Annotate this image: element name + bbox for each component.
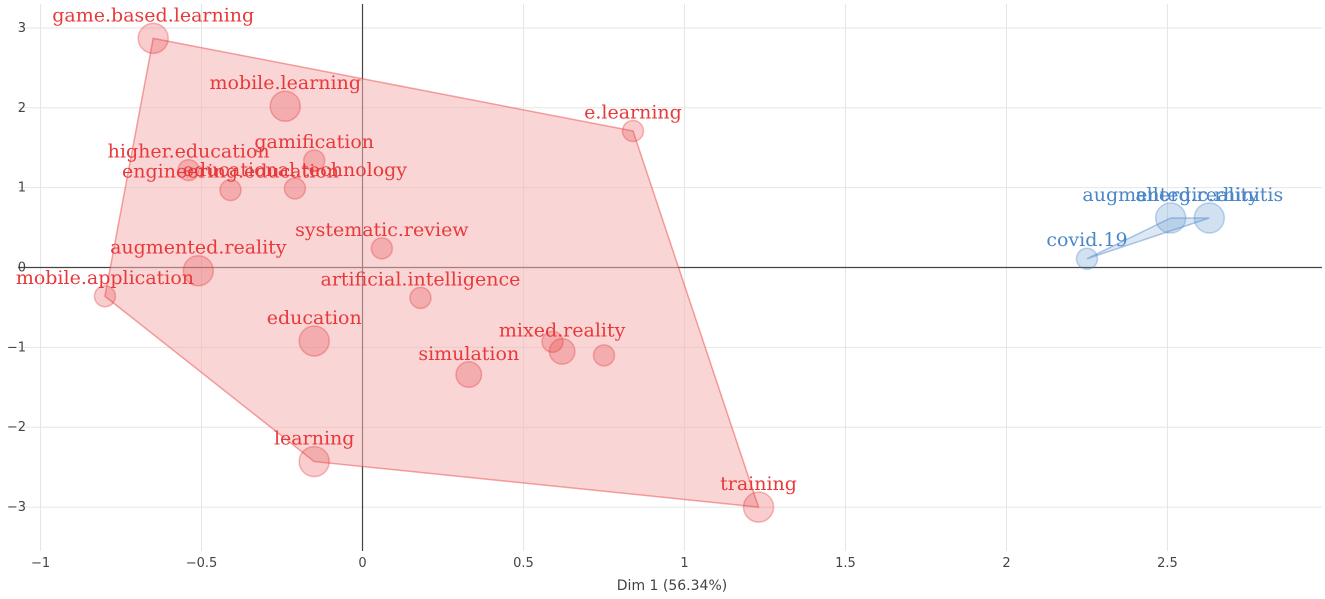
x-tick-labels: −1 −0.5 0 0.5 1 1.5 2 2.5 [31, 556, 1178, 571]
y-tick-labels: −3 −2 −1 0 1 2 3 [7, 21, 26, 515]
point-label: allergic.rhinitis [1135, 184, 1283, 206]
point-marker [298, 325, 330, 357]
point-marker [219, 178, 242, 202]
y-tick-label: 3 [18, 21, 26, 36]
point-label: mixed.reality [499, 320, 626, 342]
point-marker [302, 149, 326, 172]
point-marker [269, 90, 301, 122]
y-tick-label: 2 [18, 101, 26, 116]
cluster-hull [1086, 217, 1210, 260]
x-axis-label: Dim 1 (56.34%) [617, 578, 727, 594]
point-marker [592, 344, 616, 367]
point-marker [409, 286, 432, 310]
x-tick-label: 1.5 [835, 556, 856, 571]
point-marker [137, 22, 169, 55]
point-label: augmented.reality [110, 237, 287, 259]
point-marker [298, 445, 330, 478]
cluster-hull [104, 37, 760, 508]
point-marker [455, 361, 483, 389]
cluster-hulls [104, 37, 1210, 508]
point-label: game.based.learning [52, 4, 254, 26]
point-marker [1075, 247, 1099, 270]
point-label: covid.19 [1046, 229, 1127, 251]
point-marker [177, 158, 200, 182]
y-tick-label: 0 [18, 261, 26, 276]
point-label: gamification [254, 131, 374, 153]
point-marker [541, 330, 564, 354]
point-marker [1154, 202, 1187, 234]
point-marker [742, 491, 775, 523]
point-label: educational.technology [183, 159, 408, 181]
x-tick-label: 2 [1002, 556, 1010, 571]
x-tick-label: 0.5 [513, 556, 534, 571]
point-marker [370, 237, 394, 260]
point-label: learning [274, 428, 354, 450]
point-label: systematic.review [295, 219, 469, 241]
x-tick-label: −0.5 [186, 556, 218, 571]
point-marker [93, 285, 117, 308]
point-marker [283, 177, 307, 200]
point-marker [621, 119, 645, 143]
point-label: higher.education [108, 141, 270, 163]
point-label: mobile.learning [209, 72, 361, 94]
y-tick-label: −3 [7, 500, 26, 515]
x-tick-label: 0 [358, 556, 366, 571]
point-label: education [267, 307, 362, 329]
point-label: artificial.intelligence [321, 268, 521, 290]
point-label: mobile.application [16, 267, 194, 289]
point-marker [182, 254, 215, 287]
y-tick-label: −1 [7, 340, 26, 355]
point-marker [548, 337, 576, 365]
y-tick-label: −2 [7, 420, 26, 435]
point-label: engineering.education [122, 161, 339, 183]
point-label: simulation [418, 343, 519, 365]
point-label: training [720, 473, 797, 495]
point-label: e.learning [584, 101, 682, 123]
x-tick-label: −1 [31, 556, 50, 571]
point-marker [1193, 202, 1226, 234]
point-labels: game.based.learning mobile.learning e.lear… [16, 4, 1283, 495]
point-label: augmented.reality [1082, 184, 1259, 206]
y-tick-label: 1 [18, 181, 26, 196]
x-tick-label: 2.5 [1157, 556, 1178, 571]
point-markers [93, 22, 1226, 523]
x-tick-label: 1 [680, 556, 688, 571]
